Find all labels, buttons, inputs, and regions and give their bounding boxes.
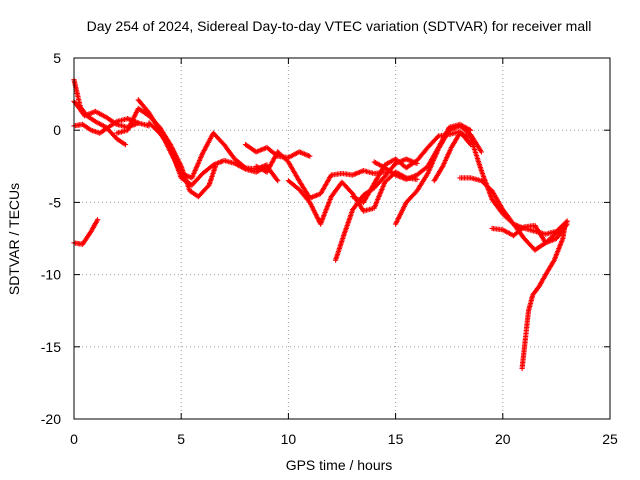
y-tick-label: -20: [41, 411, 61, 427]
plot-frame: [73, 57, 611, 420]
series-markers: [285, 169, 420, 227]
x-tick-label: 0: [70, 431, 78, 447]
series-arc-7: [146, 120, 281, 188]
x-tick-label: 25: [602, 431, 618, 447]
y-tick-label: -10: [41, 267, 61, 283]
axis-ticks: 0 5 10 15 20 25 5 0 -5 -10 -15 -20: [41, 50, 618, 447]
x-tick-label: 10: [281, 431, 297, 447]
y-tick-label: 0: [53, 122, 61, 138]
x-tick-label: 15: [388, 431, 404, 447]
series-markers: [146, 120, 281, 188]
series-markers: [519, 222, 568, 372]
chart-title: Day 254 of 2024, Sidereal Day-to-day VTE…: [87, 18, 592, 34]
grid-layer: [74, 58, 610, 419]
series-markers: [242, 142, 313, 161]
y-axis-label: SDTVAR / TECUs: [6, 183, 22, 295]
series-markers: [253, 149, 388, 201]
x-tick-label: 20: [495, 431, 511, 447]
series-arc-12: [350, 129, 474, 205]
series-markers: [489, 221, 570, 246]
series-arc-9: [253, 149, 388, 201]
data-points: [71, 77, 570, 372]
x-tick-label: 5: [177, 431, 185, 447]
y-tick-label: -15: [41, 339, 61, 355]
series-arc-8: [242, 142, 313, 161]
y-tick-label: -5: [49, 194, 62, 210]
series-arc-10: [285, 169, 420, 227]
series-markers: [350, 129, 474, 205]
x-axis-label: GPS time / hours: [286, 457, 393, 473]
y-tick-label: 5: [53, 50, 61, 66]
series-arc-17: [489, 221, 570, 246]
series-arc-18: [519, 222, 568, 372]
